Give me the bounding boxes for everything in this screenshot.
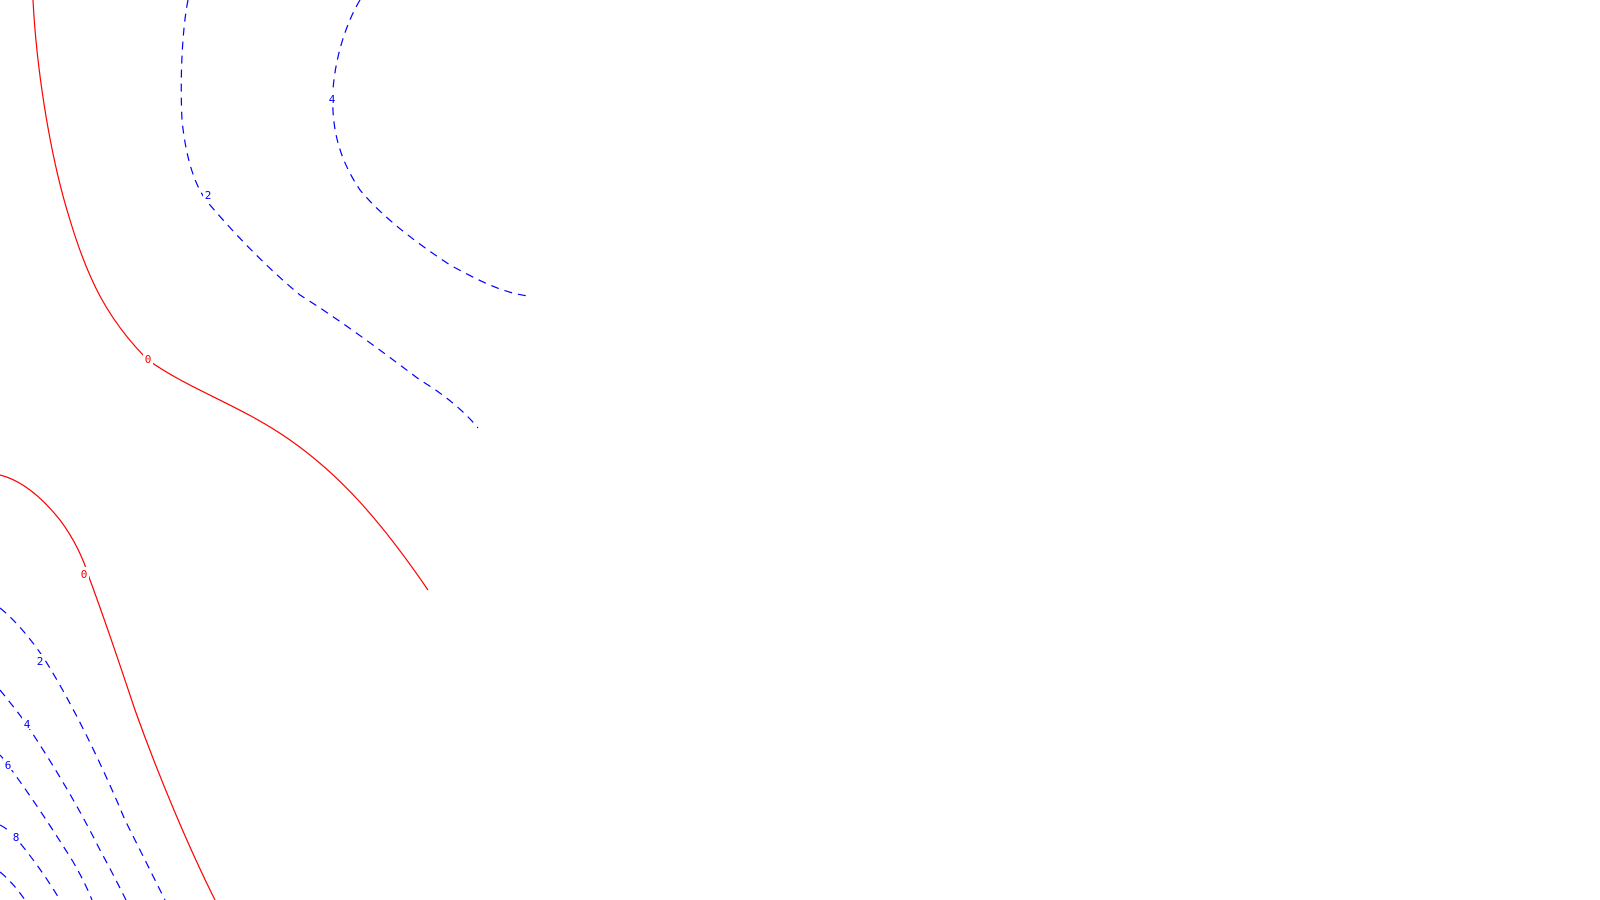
contour-label-2: 2 [37,655,44,668]
contour-label-backdrop [11,830,21,842]
contour-line-level-4 [332,0,529,297]
contour-label-6: 6 [5,759,12,772]
contour-label-backdrop [3,758,13,770]
contour-label-8: 8 [13,831,20,844]
contour-label-backdrop [327,92,337,104]
contour-label-backdrop [79,567,89,579]
contour-label-backdrop [35,654,45,666]
contour-line-level-10 [0,871,26,900]
contour-line-level-2 [0,607,166,900]
contour-label-backdrop [22,717,32,729]
contour-line-level-2 [180,0,479,429]
contour-label-4: 4 [329,93,336,106]
contour-line-level-0 [0,474,216,900]
contour-label-0: 0 [145,353,152,366]
contour-label-4: 4 [24,718,31,731]
contour-line-level-0 [32,0,429,591]
contour-label-0: 0 [81,568,88,581]
contour-line-level-8 [0,824,61,900]
contour-label-backdrop [143,352,153,364]
contour-label-backdrop [203,188,213,200]
contour-label-2: 2 [205,189,212,202]
contour-line-level-4 [0,689,127,900]
